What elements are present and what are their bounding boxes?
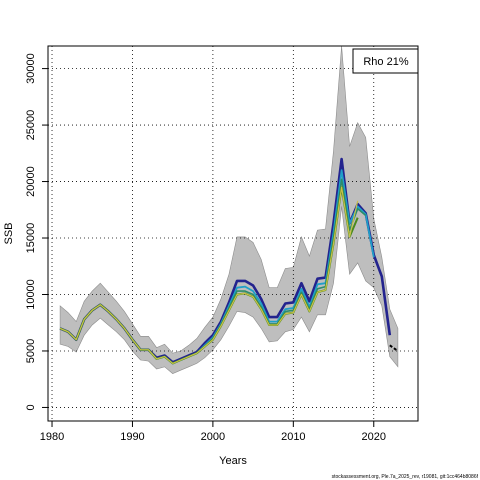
- y-tick-label: 20000: [25, 166, 37, 197]
- x-tick-label: 2010: [281, 431, 305, 443]
- footer-credit: stockassessment.org, Ple.7a_2025_rev, r1…: [332, 474, 479, 480]
- legend-label: Rho 21%: [363, 56, 408, 68]
- x-tick-label: 2020: [362, 431, 386, 443]
- y-tick-label: 5000: [25, 339, 37, 363]
- x-axis: 1980 1990 2000 2010 2020: [40, 421, 386, 443]
- x-tick-label: 1990: [120, 431, 144, 443]
- legend-box: [352, 48, 419, 74]
- y-axis-title: SSB: [3, 222, 15, 244]
- y-tick-label: 0: [25, 404, 37, 410]
- plot-frame: [47, 45, 419, 422]
- legend: Rho 21%: [352, 48, 419, 74]
- x-tick-label: 2000: [201, 431, 225, 443]
- y-tick-label: 25000: [25, 110, 37, 141]
- y-tick-label: 10000: [25, 279, 37, 310]
- y-tick-label: 30000: [25, 53, 37, 84]
- series-line-6: [389, 344, 399, 352]
- series-line-5: [59, 186, 359, 364]
- x-tick-label: 1980: [40, 431, 64, 443]
- x-axis-title: Years: [219, 455, 247, 467]
- y-tick-label: 15000: [25, 223, 37, 254]
- y-axis: 0 5000 10000 15000 20000 25000 30000: [25, 53, 48, 411]
- series-lines: [59, 157, 399, 365]
